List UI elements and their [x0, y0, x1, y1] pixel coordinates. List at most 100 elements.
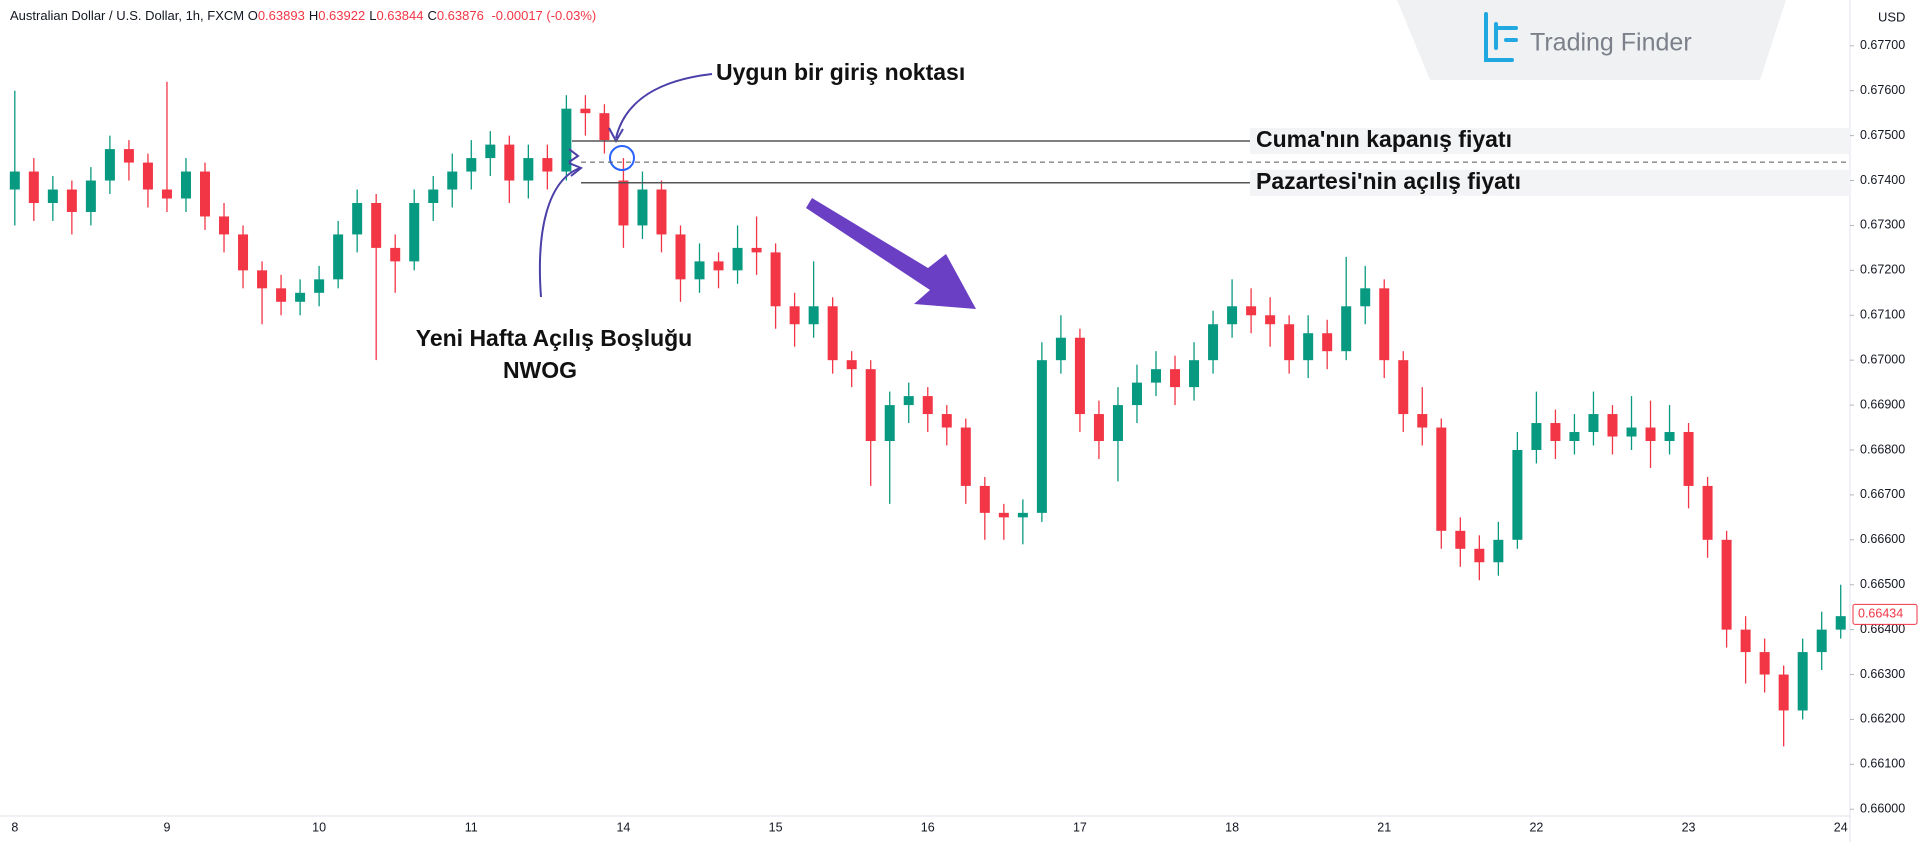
- y-tick-label: 0.67200: [1860, 263, 1905, 277]
- candle-body: [865, 369, 876, 442]
- candle-body: [466, 158, 477, 172]
- y-tick-label: 0.67700: [1860, 38, 1905, 52]
- candle-body: [808, 306, 819, 325]
- ohlc-key: C: [427, 8, 437, 23]
- x-tick-label: 17: [1073, 820, 1087, 834]
- ohlc-value: 0.63844: [376, 8, 424, 23]
- candle-body: [827, 306, 838, 361]
- candle-body: [542, 158, 553, 172]
- candle-body: [219, 216, 230, 235]
- candle-body: [960, 427, 971, 486]
- candle-body: [1322, 333, 1333, 352]
- candle-body: [200, 171, 210, 217]
- candle-body: [1759, 652, 1770, 675]
- candle-body: [523, 158, 534, 181]
- x-tick-label: 24: [1834, 820, 1848, 834]
- ohlc-value: 0.63893: [257, 8, 305, 23]
- candle-body: [333, 234, 344, 280]
- x-tick-label: 23: [1682, 820, 1696, 834]
- candle-body: [1303, 333, 1314, 361]
- candle-body: [238, 234, 249, 271]
- candle-body: [1093, 414, 1104, 442]
- candle-body: [1683, 432, 1694, 486]
- candle-body: [1170, 369, 1181, 388]
- candle-body: [447, 171, 458, 190]
- candle-body: [884, 405, 895, 442]
- candle-body: [770, 252, 781, 307]
- candle-body: [580, 108, 591, 114]
- candle-body: [1055, 337, 1066, 361]
- ohlc-key: O: [247, 8, 258, 23]
- gap-arrow: [538, 167, 581, 298]
- candle-body: [1474, 548, 1485, 563]
- y-tick-label: 0.66200: [1860, 712, 1905, 726]
- logo-icon: [1484, 12, 1518, 62]
- candle-body: [732, 247, 743, 271]
- x-tick-label: 11: [465, 820, 478, 834]
- candle-body: [1379, 288, 1390, 361]
- symbol-legend: Australian Dollar / U.S. Dollar, 1h, FXC…: [10, 8, 600, 23]
- candle-body: [694, 261, 705, 280]
- y-tick-label: 0.67300: [1860, 218, 1905, 232]
- candle-body: [751, 247, 762, 253]
- candle-body: [9, 171, 20, 190]
- y-tick-label: 0.67100: [1860, 308, 1905, 322]
- candle-body: [1664, 432, 1675, 442]
- candle-body: [485, 144, 496, 159]
- candle-body: [257, 270, 268, 289]
- candle-body: [1797, 652, 1808, 711]
- candle-body: [371, 202, 382, 248]
- candle-body: [1017, 512, 1028, 518]
- candle-body: [180, 171, 191, 199]
- candle-body: [85, 180, 96, 212]
- candle-body: [1189, 360, 1200, 388]
- x-tick-label: 15: [769, 820, 783, 834]
- ohlc-key: H: [308, 8, 319, 23]
- candle-body: [104, 149, 115, 181]
- candle-body: [1112, 405, 1123, 442]
- trend-arrow: [806, 198, 976, 309]
- candle-body: [295, 292, 306, 302]
- y-tick-label: 0.67000: [1860, 352, 1905, 366]
- candle-body: [1455, 530, 1466, 549]
- x-tick-label: 14: [616, 820, 630, 834]
- candle-body: [66, 189, 77, 212]
- candle-body: [1531, 423, 1542, 450]
- candle-body: [1835, 616, 1846, 630]
- candle-body: [1493, 539, 1504, 563]
- level-label: Cuma'nın kapanış fiyatı: [1256, 126, 1512, 152]
- candle-body: [1208, 324, 1219, 361]
- ohlc-values: O0.63893 H0.63922 L0.63844 C0.63876: [248, 8, 488, 23]
- candle-body: [1702, 485, 1713, 540]
- candle-body: [123, 149, 134, 163]
- candle-body: [1265, 315, 1276, 325]
- candle-body: [352, 202, 363, 235]
- candle-body: [1398, 360, 1409, 415]
- x-tick-label: 22: [1529, 820, 1543, 834]
- x-tick-label: 16: [921, 820, 935, 834]
- candle-body: [314, 279, 325, 293]
- y-tick-label: 0.67400: [1860, 173, 1905, 187]
- ohlc-key: L: [369, 8, 377, 23]
- annotations: [538, 73, 976, 309]
- y-tick-label: 0.66500: [1860, 577, 1905, 591]
- candle-body: [675, 234, 686, 280]
- candle-body: [561, 108, 572, 172]
- candle-body: [1341, 306, 1352, 352]
- candle-body: [1740, 629, 1751, 653]
- candle-body: [1036, 360, 1047, 513]
- candle-body: [428, 189, 439, 203]
- candle-body: [1360, 288, 1371, 307]
- gap-label-abbr: NWOG: [503, 357, 577, 383]
- candle-body: [979, 485, 990, 513]
- candle-body: [276, 288, 287, 302]
- candle-body: [941, 414, 952, 428]
- candle-body: [1284, 324, 1295, 361]
- last-price-box: [1852, 603, 1918, 625]
- candle-body: [1588, 414, 1599, 433]
- candle-body: [47, 189, 58, 203]
- gap-label: Yeni Hafta Açılış Boşluğu: [416, 325, 692, 351]
- candle-body: [998, 512, 1009, 518]
